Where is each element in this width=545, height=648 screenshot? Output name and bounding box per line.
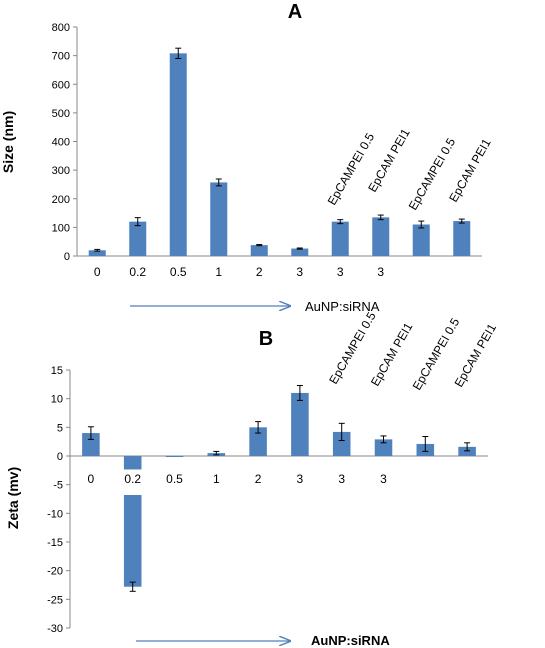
bar bbox=[88, 250, 106, 256]
x-category-label: 1 bbox=[213, 472, 220, 486]
y-tick-label: 400 bbox=[52, 137, 70, 149]
bar-break bbox=[122, 469, 143, 495]
bar-annotation: EpCAMPEI 0.5 bbox=[325, 130, 378, 207]
chart-b: B Zeta (mv) -30 -25 -20 -15 -10 -5 0 5 10 15 0 0.2 0… bbox=[5, 309, 499, 648]
bar bbox=[291, 248, 309, 256]
chart-a-ylabel: Size (nm) bbox=[0, 111, 16, 173]
chart-a-xlabel: AuNP:siRNA bbox=[305, 299, 380, 314]
bar-annotation: EpCAM PEI1 bbox=[452, 321, 500, 390]
y-tick-label: -30 bbox=[47, 623, 63, 635]
x-category-label: 0 bbox=[88, 472, 95, 486]
x-category-label: 0.5 bbox=[170, 265, 187, 279]
y-tick-label: 10 bbox=[51, 394, 63, 406]
x-category-label: 3 bbox=[297, 472, 304, 486]
x-category-label: 2 bbox=[256, 265, 263, 279]
y-tick-label: 300 bbox=[52, 165, 70, 177]
x-category-label: 1 bbox=[215, 265, 222, 279]
y-tick-label: 15 bbox=[51, 365, 63, 377]
bar bbox=[412, 224, 430, 256]
x-category-label: 3 bbox=[377, 265, 384, 279]
bar bbox=[458, 446, 476, 456]
bar bbox=[165, 456, 184, 457]
y-tick-label: 0 bbox=[64, 251, 70, 263]
x-category-label: 3 bbox=[380, 472, 387, 486]
x-category-label: 2 bbox=[255, 472, 262, 486]
y-tick-label: 100 bbox=[52, 222, 70, 234]
y-tick-label: 700 bbox=[52, 51, 70, 63]
y-tick-label: 500 bbox=[52, 108, 70, 120]
bar bbox=[331, 221, 349, 256]
bar bbox=[250, 245, 268, 256]
x-category-label: 0.2 bbox=[129, 265, 146, 279]
chart-a-plot: 0 100 200 300 400 500 600 700 800 0 0.2 0.5 1 2 3 3 EpCA… bbox=[52, 22, 494, 279]
chart-a: A Size (nm) 0 100 200 300 400 500 600 700 800 0 0.… bbox=[0, 1, 494, 314]
bar-annotation: EpCAM PEI1 bbox=[368, 320, 416, 389]
bar bbox=[291, 392, 309, 456]
chart-b-xlabel: AuNP:siRNA bbox=[311, 633, 390, 648]
chart-a-title: A bbox=[288, 1, 302, 23]
bar bbox=[249, 427, 267, 456]
y-tick-label: 800 bbox=[52, 22, 70, 34]
x-category-label: 3 bbox=[337, 265, 344, 279]
bar bbox=[169, 53, 187, 257]
x-category-label: 3 bbox=[296, 265, 303, 279]
x-category-label: 0.5 bbox=[166, 472, 183, 486]
x-category-label: 0 bbox=[94, 265, 101, 279]
bar bbox=[129, 221, 147, 256]
y-tick-label: 5 bbox=[57, 422, 63, 434]
chart-b-title: B bbox=[259, 328, 273, 350]
bar bbox=[332, 431, 351, 456]
bar bbox=[453, 221, 471, 256]
x-category-label: 0.2 bbox=[124, 472, 141, 486]
y-tick-label: 200 bbox=[52, 194, 70, 206]
y-tick-label: 0 bbox=[57, 451, 63, 463]
y-tick-label: -15 bbox=[47, 537, 63, 549]
y-tick-label: -20 bbox=[47, 566, 63, 578]
x-category-label: 3 bbox=[338, 472, 345, 486]
y-tick-label: 600 bbox=[52, 79, 70, 91]
bar bbox=[210, 182, 228, 256]
bar bbox=[372, 217, 390, 256]
bar bbox=[82, 433, 100, 456]
y-tick-label: -10 bbox=[47, 508, 63, 520]
y-tick-label: -5 bbox=[53, 480, 63, 492]
y-tick-label: -25 bbox=[47, 594, 63, 606]
bar bbox=[374, 439, 393, 456]
chart-b-ylabel: Zeta (mv) bbox=[5, 467, 21, 529]
